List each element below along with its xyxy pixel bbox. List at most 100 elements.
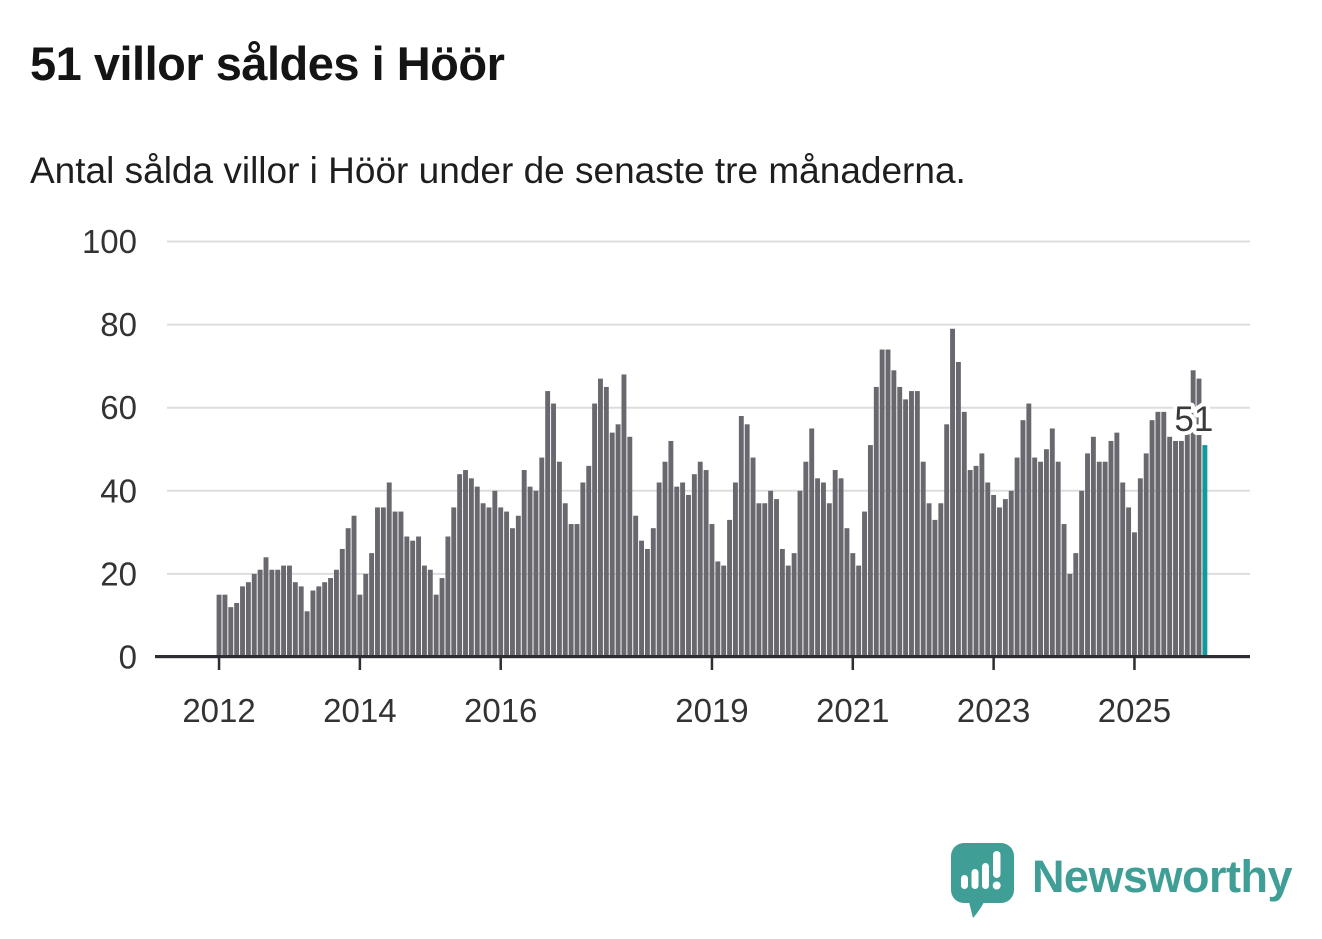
bar [826,503,832,657]
bar [844,528,850,657]
bar [275,569,281,657]
bar [480,503,486,657]
bar [556,461,562,657]
bar [1137,478,1143,657]
bar [1096,461,1102,657]
bar [762,503,768,657]
bar [603,386,609,657]
bar [380,507,386,657]
speech-bubble-bar-chart-icon [950,843,1014,918]
bar [1149,420,1155,657]
bar [997,507,1002,657]
bar [539,457,545,657]
bar [979,453,985,657]
bar [1178,440,1184,657]
bar [492,490,498,657]
bar [533,490,539,657]
bar [363,573,369,657]
x-axis-label: 2025 [1098,692,1171,729]
bar [1032,457,1038,657]
bar [1067,573,1073,657]
x-axis-tick [358,658,362,670]
bar [586,465,592,657]
bar [1002,499,1008,657]
brand-footer: Newsworthy [950,841,1293,921]
bar [838,478,844,657]
chart-subtitle: Antal sålda villor i Höör under de senas… [30,150,966,191]
bar [216,594,222,657]
bar [656,482,662,657]
bar [932,519,938,657]
bar [744,424,750,657]
bar [463,470,468,657]
bar [639,540,644,657]
bar [650,528,656,657]
bar [686,494,691,657]
bar [1090,436,1096,657]
y-axis-label: 60 [100,389,137,426]
bar [369,553,375,657]
bar [909,391,914,657]
bar [1155,411,1161,657]
bar [897,386,903,657]
bar [674,486,680,657]
bar [545,391,551,657]
bar [691,474,697,657]
x-axis-label: 2012 [182,692,255,729]
bar [621,374,627,657]
bar [914,391,920,657]
bar [568,524,574,657]
bar [386,482,392,657]
bar [709,524,715,657]
bar [721,565,727,657]
bar [1184,432,1190,657]
newsworthy-logo-icon [950,843,1014,918]
bar [873,386,879,657]
y-axis-label: 20 [100,555,137,592]
bar [1073,553,1079,657]
bar [1020,420,1026,657]
bar [920,461,926,657]
bar [850,553,856,657]
x-axis-label: 2021 [816,692,889,729]
bar [1102,461,1108,657]
bar [732,482,738,657]
x-axis-tick [1133,658,1136,670]
bar [750,457,756,657]
bar [421,565,427,657]
bar [1026,403,1032,657]
bar [1055,461,1061,657]
bar [1079,490,1085,657]
y-axis-label: 0 [119,639,137,676]
bar [1196,378,1202,657]
bar [345,528,351,657]
bar [510,528,515,657]
bar [527,486,533,657]
bar [515,515,521,657]
bar [1143,453,1149,657]
bar [903,399,909,657]
x-axis-label: 2014 [323,692,396,729]
bar [926,503,932,657]
bar [375,507,380,657]
bar [445,536,451,657]
x-axis-tick [499,658,502,670]
bar [1108,440,1114,657]
bar [938,503,944,657]
bar [791,553,797,657]
bar [779,548,785,657]
bar [439,578,445,657]
bar [797,490,803,657]
bar [1049,428,1055,657]
bar [862,511,867,657]
bar [562,503,568,657]
bar [1038,461,1044,657]
x-axis-label: 2016 [464,692,537,729]
x-axis-label: 2019 [675,692,748,729]
bar [891,370,897,657]
x-axis-line [155,655,1250,659]
bar [504,511,510,657]
bar [774,499,779,657]
